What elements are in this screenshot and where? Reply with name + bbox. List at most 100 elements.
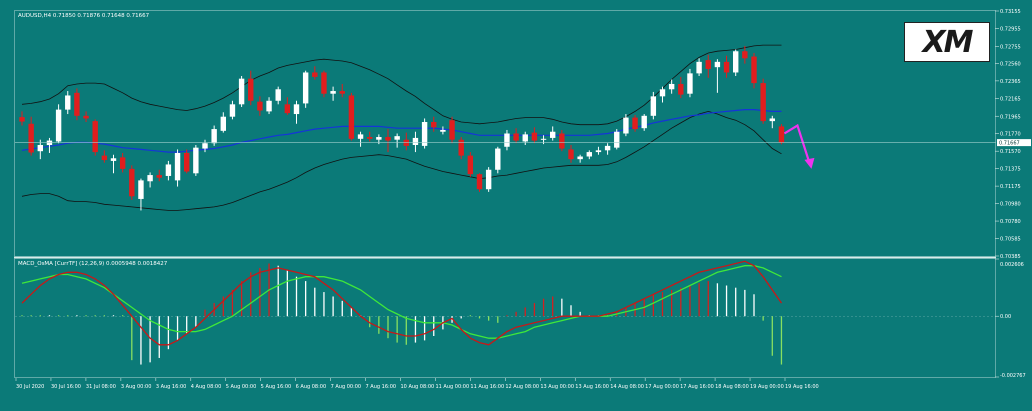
candle-body (129, 168, 135, 197)
candle (723, 55, 730, 78)
candle-body (687, 73, 693, 94)
candle-body (760, 83, 766, 122)
candle (312, 66, 318, 80)
candle (293, 100, 300, 124)
candle (733, 49, 739, 77)
candle (632, 114, 638, 132)
candle (339, 83, 345, 98)
candle-body (696, 61, 702, 74)
candle (659, 86, 666, 103)
price-axis[interactable]: 0.73155 0.72955 0.72755 0.72560 0.72365 0.721… (995, 9, 1021, 260)
forecast-arrow-path (783, 123, 811, 164)
candle (769, 115, 775, 129)
bollinger-lower-line (21, 110, 782, 211)
time-tick-label: 4 Aug 08:00 (191, 384, 222, 390)
candle-body (769, 118, 775, 122)
time-tick-label: 5 Aug 16:00 (261, 384, 292, 390)
candle (74, 88, 80, 121)
candle-body (614, 131, 620, 148)
candle (513, 128, 519, 144)
candle-body (330, 91, 336, 94)
candle-body (586, 152, 592, 157)
candle-body (266, 100, 272, 112)
time-tick-label: 30 Jul 16:00 (51, 384, 81, 390)
bollinger-upper-line (21, 44, 782, 126)
candlesticks (19, 45, 785, 211)
candle-body (37, 144, 43, 152)
candle (550, 126, 556, 141)
candle-body (431, 122, 437, 128)
candle-body (449, 120, 455, 140)
candle (476, 173, 483, 192)
candle-body (778, 126, 785, 143)
candle (467, 152, 474, 177)
candle-body (623, 117, 629, 134)
time-tick-label: 10 Aug 08:00 (401, 384, 435, 390)
candle (531, 127, 538, 144)
candle-body (248, 78, 254, 101)
time-tick-label: 14 Aug 08:00 (610, 384, 644, 390)
forecast-arrow-head (804, 157, 815, 169)
candle-body (412, 137, 419, 145)
candle-body (559, 133, 565, 149)
moving-average-line (21, 109, 782, 153)
candle-body (202, 143, 208, 149)
candle-body (485, 169, 492, 190)
price-tick-label: 0.70385 (1000, 254, 1021, 260)
candle (284, 97, 291, 115)
candle-body (184, 152, 190, 172)
candle (147, 172, 153, 188)
candle (705, 54, 711, 78)
candle (687, 68, 693, 98)
candle-body (650, 96, 657, 116)
time-tick-label: 11 Aug 16:00 (470, 384, 504, 390)
time-axis[interactable]: 30 Jul 2020 30 Jul 16:00 31 Jul 08:00 3 Aug… (15, 378, 819, 390)
candle (604, 143, 611, 155)
candle (394, 133, 400, 148)
candle (110, 154, 117, 174)
current-price-label: 0.71667 (999, 140, 1020, 146)
candle-body (531, 132, 538, 141)
time-tick-label: 13 Aug 00:00 (540, 384, 574, 390)
candle-body (19, 117, 25, 122)
candle-body (513, 133, 519, 141)
main-chart-header: AUDUSD,H4 0.71850 0.71876 0.71648 0.7166… (18, 13, 150, 19)
candle (577, 154, 583, 163)
candle-body (733, 51, 739, 73)
price-tick-label: 0.72165 (1000, 97, 1021, 103)
time-tick-label: 13 Aug 16:00 (575, 384, 609, 390)
macd-tick-label: -0.002767 (1000, 373, 1026, 379)
price-tick-label: 0.72755 (1000, 44, 1021, 50)
candle (586, 150, 592, 160)
time-tick-label: 31 Jul 08:00 (86, 384, 116, 390)
candle-body (540, 138, 547, 140)
candle-body (220, 116, 226, 131)
time-tick-label: 6 Aug 08:00 (296, 384, 327, 390)
candle-body (211, 129, 217, 144)
candle (485, 167, 492, 192)
candle-body (275, 89, 281, 101)
time-tick-label: 19 Aug 00:00 (750, 384, 784, 390)
candle-body (348, 95, 355, 139)
candle (202, 139, 208, 153)
time-tick-label: 17 Aug 16:00 (680, 384, 714, 390)
xm-logo-text: XM (922, 24, 974, 60)
candle-body (119, 157, 126, 169)
time-tick-label: 17 Aug 00:00 (645, 384, 679, 390)
candle-body (632, 117, 638, 130)
price-tick-label: 0.73155 (1000, 9, 1021, 15)
candle (302, 70, 309, 108)
time-tick-label: 7 Aug 00:00 (331, 384, 362, 390)
time-tick-label: 19 Aug 16:00 (785, 384, 819, 390)
current-price-marker: 0.71667 (15, 139, 1031, 146)
candle (156, 169, 162, 182)
candle (367, 131, 373, 142)
candle-body (458, 139, 464, 156)
candle (19, 111, 25, 126)
candle-body (421, 122, 428, 146)
candle-body (83, 115, 89, 119)
candle-body (147, 175, 153, 182)
candle (248, 70, 254, 106)
